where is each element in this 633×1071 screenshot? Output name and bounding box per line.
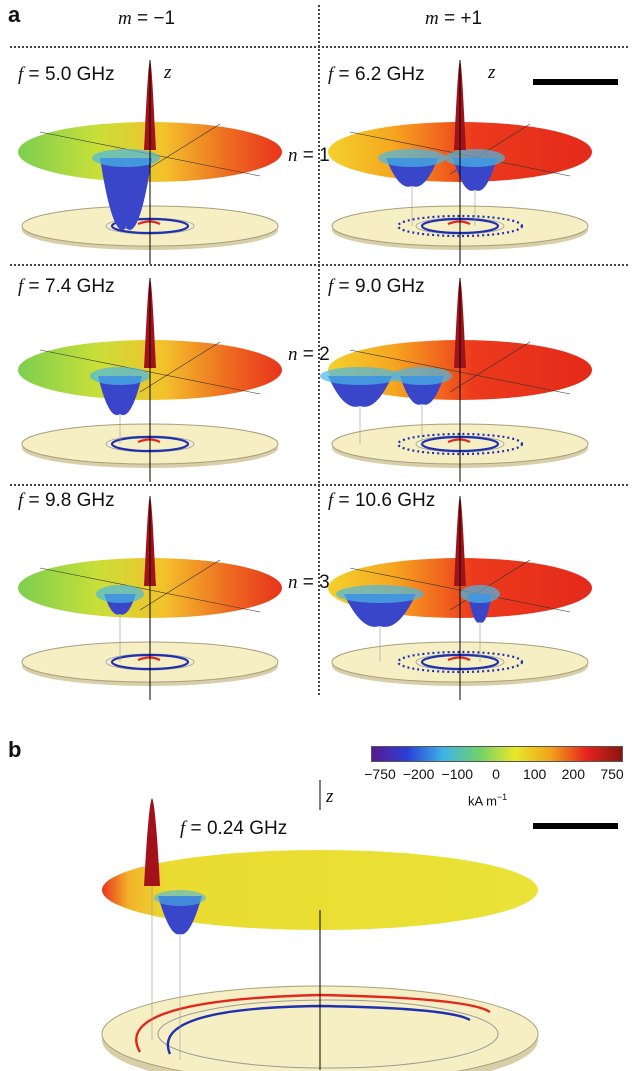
vortex-halo (320, 367, 400, 385)
mode-cell-5 (18, 496, 282, 700)
colorbar-tick-label: 100 (522, 766, 547, 782)
axis-line (449, 341, 531, 393)
inner-ring (157, 999, 499, 1069)
vortex-halo (378, 149, 446, 167)
column-header-m-plus-1: m = +1 (425, 8, 483, 29)
vortex-halo (92, 149, 160, 167)
freq-label-r3-right: f = 10.6 GHz (328, 490, 436, 511)
freq-label-r2-left: f = 7.4 GHz (18, 276, 115, 297)
outer-orbit (396, 650, 524, 674)
axis-line (139, 123, 221, 175)
freq-label-r3-left: f = 9.8 GHz (18, 490, 115, 511)
axis-line (139, 559, 221, 611)
panel-a-label: a (8, 2, 21, 27)
panel-b-label: b (8, 737, 22, 762)
mode-cell-6 (328, 496, 592, 700)
vortex-halo (96, 585, 144, 603)
row-separator-1 (10, 264, 628, 266)
mode-cell-1 (18, 60, 282, 264)
axis-line (449, 559, 531, 611)
colorbar-tick-label: 0 (492, 766, 500, 782)
freq-label-b: f = 0.24 GHz (180, 818, 288, 839)
vortex-halo (336, 585, 424, 603)
mode-cell-4 (320, 278, 592, 482)
vortex-halo (392, 367, 452, 385)
z-axis-label-left: z (164, 62, 172, 83)
column-separator (318, 5, 320, 695)
colorbar-tick-label: −750 (364, 766, 396, 782)
outer-orbit (396, 432, 524, 456)
z-axis-label-b: z (326, 786, 334, 807)
row-label-n1: n = 1 (288, 145, 330, 166)
vortex-dip (344, 594, 416, 627)
row-separator-2 (10, 484, 628, 486)
colorbar-unit: kA m−1 (468, 792, 508, 809)
scale-bar-a (533, 79, 618, 85)
freq-label-r2-right: f = 9.0 GHz (328, 276, 425, 297)
colorbar-tick-label: 200 (561, 766, 586, 782)
scale-bar-b (533, 823, 618, 829)
vortex-halo (460, 585, 500, 603)
field-surface (102, 850, 538, 930)
freq-label-r1-left: f = 5.0 GHz (18, 64, 115, 85)
mode-cell-3 (18, 278, 282, 482)
column-header-m-minus-1: m = −1 (118, 8, 176, 29)
vortex-halo (154, 890, 206, 906)
vortex-halo (90, 367, 150, 385)
colorbar-tick-label: −200 (402, 766, 435, 782)
colorbar-tick-label: 750 (600, 766, 624, 782)
axis-line (139, 341, 221, 393)
z-axis-label-right: z (488, 62, 496, 83)
mode-cell-2 (328, 60, 592, 264)
vortex-dip (100, 158, 152, 230)
panel-b-figure (101, 780, 539, 1071)
outer-orbit (396, 214, 524, 238)
vortex-dip (98, 376, 142, 416)
row-separator-0 (10, 46, 628, 48)
core-peak (144, 798, 160, 886)
freq-label-r1-right: f = 6.2 GHz (328, 64, 425, 85)
colorbar-tick-label: −100 (441, 766, 474, 782)
colorbar-ticks: −750 −200 −100 0 100 200 750 (364, 766, 624, 784)
colorbar (371, 746, 623, 762)
row-label-n2: n = 2 (288, 344, 330, 365)
vortex-dip (158, 896, 202, 935)
row-label-n3: n = 3 (288, 572, 330, 593)
vortex-halo (445, 149, 505, 167)
